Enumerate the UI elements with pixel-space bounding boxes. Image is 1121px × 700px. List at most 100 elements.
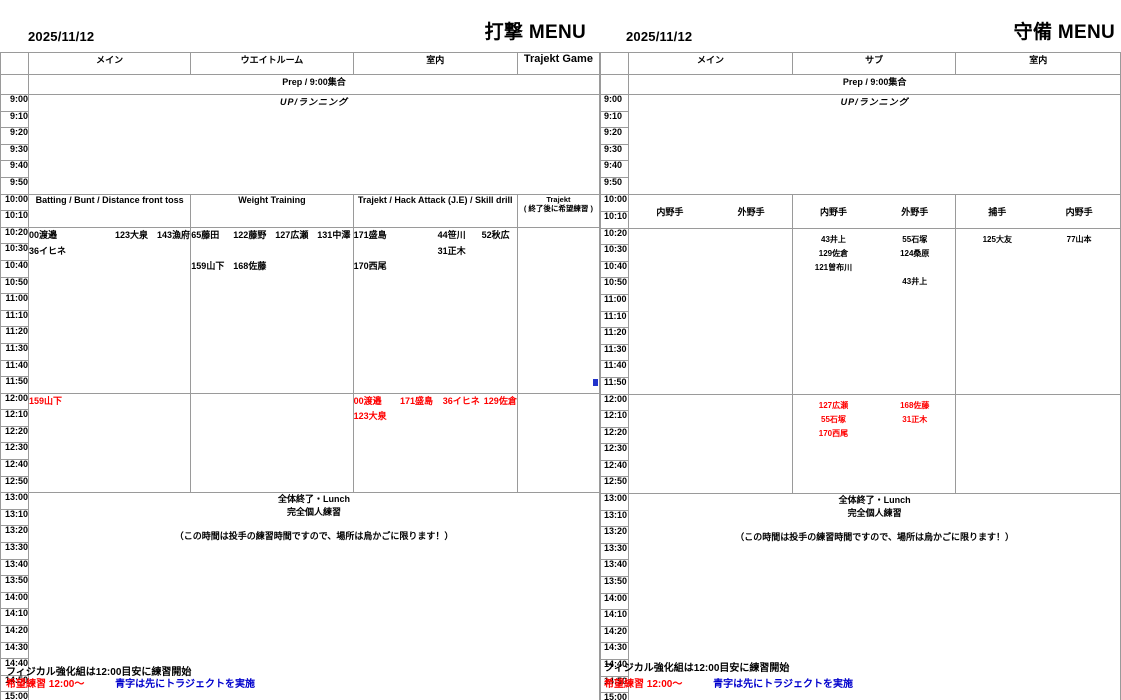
player-row: 170西尾 (353, 259, 516, 275)
left-am-row-9: 11:40 (0, 359, 600, 378)
right-time-label: 11:50 (599, 376, 630, 395)
left-time-label: 10:40 (0, 259, 30, 278)
right-lunch-line2: 完全個人練習 (847, 508, 902, 519)
player-row: 65藤田 122藤野 127広瀬 131中澤 (191, 228, 352, 243)
right-time-label: 14:00 (599, 592, 630, 611)
left-time-label: 9:00 (0, 94, 30, 112)
right-up-running-block: UP/ランニング (628, 94, 1121, 195)
left-noon-row-1: 12:00 159山下 00渡邉 171盛島 36イヒネ 129佐倉 (0, 392, 601, 494)
split-container (630, 395, 792, 399)
split-container: 127広瀬 55石塚 170西尾 168佐藤 31正木 (793, 395, 955, 441)
right-lunch-row-13: 15:00 (599, 692, 1121, 700)
batting-schedule-table: メイン ウエイトルーム 室内 Trajekt Game Prep / 9:00集… (0, 52, 601, 700)
right-time-label: 14:20 (599, 625, 630, 644)
player-name: 55石塚 (902, 234, 928, 244)
position-label-infield: 内野手 (656, 206, 684, 217)
right-time-label: 12:00 (599, 393, 630, 412)
left-time-label: 12:10 (0, 409, 30, 427)
right-time-label: 14:30 (599, 642, 630, 660)
left-lunch-line3: （この時間は投手の練習時間ですので、場所は烏かごに限ります！） (174, 531, 454, 542)
right-titlebar: 2025/11/12 守備 MENU (600, 0, 1121, 52)
right-time-label: 9:20 (599, 127, 630, 145)
right-time-label: 10:20 (599, 227, 630, 246)
player-name: 170西尾 (818, 428, 849, 438)
right-position-header-main: 内野手 外野手 (628, 193, 793, 229)
player-name: 77山本 (1066, 234, 1092, 244)
player-name: 43井上 (902, 276, 928, 286)
left-time-label: 14:20 (0, 625, 30, 643)
player-row: 36イヒネ (30, 244, 190, 260)
right-time-label: 10:40 (599, 260, 630, 279)
left-lunch-row-13: 15:00 (0, 691, 600, 700)
position-label-infield: 内野手 (819, 206, 847, 217)
left-time-label: 12:20 (0, 425, 30, 444)
namecol-outfield: 55石塚 124桑原 43井上 (874, 229, 955, 289)
player-name: 159山下 (29, 395, 63, 406)
left-time-label: 13:30 (0, 542, 30, 560)
split-container: 内野手 外野手 (793, 195, 955, 227)
left-time-label: 11:10 (0, 309, 30, 328)
right-time-label: 15:00 (599, 692, 630, 700)
right-time-label: 10:30 (599, 244, 630, 262)
player-name: 127広瀬 (275, 229, 309, 240)
left-lunch-row-9: 14:20 (0, 625, 600, 643)
player-name: 159山下 (191, 261, 225, 272)
right-position-header-row-2: 10:10 (599, 210, 1121, 229)
right-noon-players-sub: 127広瀬 55石塚 170西尾 168佐藤 31正木 (791, 393, 957, 495)
player-name: 127広瀬 (818, 400, 849, 410)
right-lunch-block: 全体終了・Lunch 完全個人練習 （この時間は投手の練習時間ですので、場所は烏… (628, 493, 1121, 700)
left-am-row-2: 10:30 (0, 243, 600, 261)
player-name: 168佐藤 (233, 261, 267, 272)
right-time-label: 14:10 (599, 609, 630, 627)
position-label-infield: 内野手 (1065, 206, 1093, 217)
right-time-label: 12:50 (599, 476, 630, 495)
right-time-label: 11:10 (599, 310, 630, 329)
namecol-infield: 77山本 (1038, 229, 1119, 247)
left-time-label: 13:20 (0, 525, 30, 544)
player-name: 124桑原 (900, 248, 930, 258)
left-note-physical: フィジカル強化組は12:00目安に練習開始 (6, 666, 192, 677)
left-time-label: 10:10 (0, 210, 30, 228)
right-time-label: 11:40 (599, 360, 630, 378)
right-time-label: 13:50 (599, 576, 630, 594)
left-time-label: 10:30 (0, 243, 30, 261)
left-column-header-row: メイン ウエイトルーム 室内 Trajekt Game (0, 52, 601, 75)
split-container: 125大友 77山本 (957, 229, 1120, 247)
right-time-label: 12:30 (599, 443, 630, 461)
player-name: 36イヒネ (442, 395, 480, 406)
player-row: 171盛島 44笹川 52秋広 (354, 228, 516, 243)
left-page-title: 打撃 MENU (484, 22, 586, 43)
right-time-label: 13:30 (599, 542, 630, 561)
right-up-row-3: 9:20 (599, 127, 1121, 145)
player-name: 31正木 (902, 414, 928, 424)
left-activity-header-trajekt: Trajekt ( 終了後に希望練習 ) (516, 193, 601, 228)
left-footnotes: フィジカル強化組は12:00目安に練習開始 希望練習 12:00～ 青字は先にト… (0, 665, 600, 700)
left-prep-time-blank (0, 74, 30, 95)
namecol-infield: 127広瀬 55石塚 170西尾 (793, 395, 874, 441)
player-row: 00渡邉 123大泉 143漁府 (29, 228, 190, 243)
right-time-label: 13:20 (599, 526, 630, 544)
player-row: 159山下 (29, 394, 190, 409)
right-am-row-7: 11:20 (599, 327, 1121, 345)
player-name: 00渡邉 (29, 229, 58, 240)
player-name: 170西尾 (353, 261, 387, 272)
player-name: 65藤田 (191, 229, 220, 240)
player-name: 55石塚 (821, 414, 846, 424)
player-name: 171盛島 (399, 395, 433, 406)
player-row: 159山下 168佐藤 (191, 259, 352, 275)
right-lunch-row-1: 13:00 全体終了・Lunch 完全個人練習 （この時間は投手の練習時間ですの… (599, 493, 1121, 700)
right-lunch-line3: （この時間は投手の練習時間ですので、場所は烏かごに限ります！） (735, 532, 1014, 543)
right-up-row-1: 9:00 UP/ランニング (599, 94, 1121, 195)
left-time-label: 14:10 (0, 608, 30, 626)
left-time-label: 15:00 (0, 691, 30, 700)
left-noon-players-indoor: 00渡邉 171盛島 36イヒネ 129佐倉 123大泉 (352, 392, 518, 494)
namecol-catcher (957, 395, 1038, 399)
right-note-blue-trajekt: 青字は先にトラジェクトを実施 (713, 678, 853, 690)
left-trajekt-head-line2: ( 終了後に希望練習 ) (523, 203, 593, 213)
right-noon-row-1: 12:00 127広瀬 55石塚 170西尾 (599, 393, 1121, 495)
left-up-row-6: 9:50 (0, 176, 600, 195)
left-note-optional-practice: 希望練習 12:00～ (6, 678, 85, 690)
right-date: 2025/11/12 (626, 29, 693, 44)
player-name: 125大友 (982, 234, 1012, 244)
